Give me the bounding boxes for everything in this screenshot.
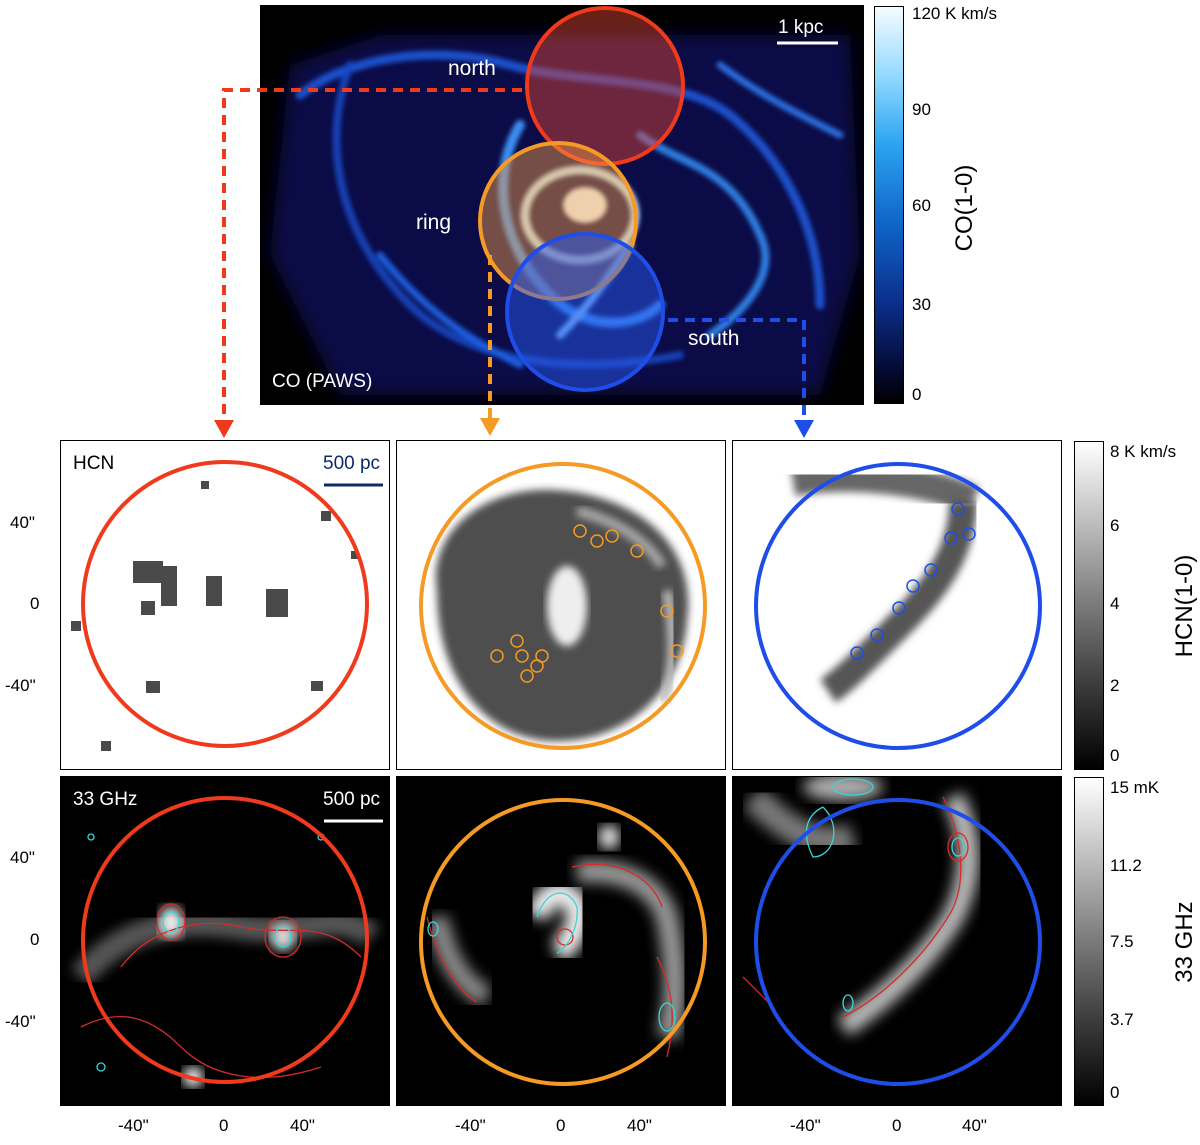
x-tick: -40"	[118, 1116, 149, 1135]
ghz-panel-south	[732, 776, 1062, 1106]
x-tick: 40"	[962, 1116, 987, 1135]
ghz-cbar-label: 33 GHz	[1171, 901, 1198, 983]
ghz-cbar-tick: 11.2	[1110, 856, 1142, 875]
hcn-panel-north: HCN 500 pc	[60, 440, 390, 770]
ghz-cbar-tick: 15 mK	[1110, 778, 1160, 797]
co-map-image	[270, 6, 860, 395]
connector-arrows	[214, 88, 814, 438]
region-label-south: south	[688, 327, 740, 350]
ghz-y-tick: 0	[30, 930, 40, 949]
co-colorbar	[874, 6, 904, 404]
hcn-cbar-tick: 0	[1110, 746, 1120, 765]
hcn-panel-ring	[396, 440, 726, 770]
ghz-cbar-tick: 3.7	[1110, 1010, 1134, 1029]
ghz-y-tick: -40"	[5, 1012, 36, 1031]
co-cbar-tick: 60	[912, 196, 931, 215]
co-map-label: CO (PAWS)	[272, 371, 373, 392]
x-tick: 40"	[627, 1116, 652, 1135]
hcn-panel-south	[732, 440, 1062, 770]
region-label-north: north	[448, 57, 496, 80]
hcn-y-tick: -40"	[5, 676, 36, 695]
hcn-row-label: HCN	[73, 453, 115, 474]
co-scalebar-label: 1 kpc	[778, 17, 824, 38]
ghz-scalebar-label: 500 pc	[323, 789, 381, 810]
x-tick: 40"	[290, 1116, 315, 1135]
hcn-y-tick: 40"	[10, 513, 35, 532]
x-tick: -40"	[455, 1116, 486, 1135]
ghz-row-label: 33 GHz	[73, 789, 138, 810]
x-tick: 0	[556, 1116, 566, 1135]
x-tick: 0	[219, 1116, 229, 1135]
hcn-scalebar-label: 500 pc	[323, 453, 381, 474]
hcn-cbar-tick: 8 K km/s	[1110, 442, 1177, 461]
ghz-cbar-tick: 7.5	[1110, 932, 1134, 951]
co-cbar-tick: 120 K km/s	[912, 4, 998, 23]
ghz-y-tick: 40"	[10, 848, 35, 867]
x-tick: 0	[892, 1116, 902, 1135]
co-cbar-tick: 0	[912, 385, 922, 404]
ghz-panel-north: 33 GHz 500 pc	[60, 776, 390, 1106]
co-cbar-tick: 30	[912, 295, 931, 314]
hcn-cbar-label: HCN(1-0)	[1171, 554, 1198, 658]
x-tick: -40"	[790, 1116, 821, 1135]
region-label-ring: ring	[416, 211, 452, 234]
ghz-panel-ring	[396, 776, 726, 1106]
hcn-cbar-tick: 2	[1110, 676, 1120, 695]
hcn-cbar-tick: 6	[1110, 516, 1120, 535]
co-map-panel: 1 kpc north ring south CO (PAWS)	[260, 5, 864, 405]
hcn-y-tick: 0	[30, 594, 40, 613]
hcn-colorbar	[1074, 441, 1104, 770]
hcn-cbar-tick: 4	[1110, 594, 1120, 613]
co-cbar-tick: 90	[912, 100, 931, 119]
ghz-colorbar	[1074, 777, 1104, 1106]
ghz-cbar-tick: 0	[1110, 1083, 1120, 1102]
